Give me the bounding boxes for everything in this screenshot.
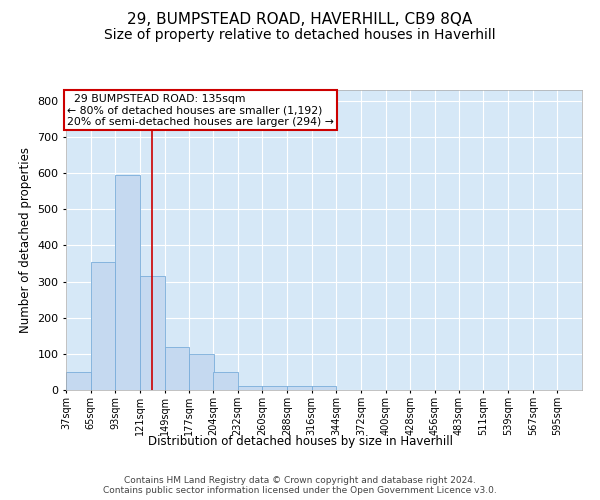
Bar — [287, 386, 311, 390]
Bar — [140, 276, 164, 390]
Bar — [262, 386, 287, 390]
Bar — [238, 386, 262, 390]
Text: Distribution of detached houses by size in Haverhill: Distribution of detached houses by size … — [148, 435, 452, 448]
Bar — [189, 354, 214, 390]
Y-axis label: Number of detached properties: Number of detached properties — [19, 147, 32, 333]
Text: Size of property relative to detached houses in Haverhill: Size of property relative to detached ho… — [104, 28, 496, 42]
Bar — [311, 386, 337, 390]
Text: 29, BUMPSTEAD ROAD, HAVERHILL, CB9 8QA: 29, BUMPSTEAD ROAD, HAVERHILL, CB9 8QA — [127, 12, 473, 28]
Bar — [115, 175, 140, 390]
Bar — [164, 346, 189, 390]
Bar — [213, 372, 238, 390]
Bar — [91, 262, 115, 390]
Text: Contains HM Land Registry data © Crown copyright and database right 2024.
Contai: Contains HM Land Registry data © Crown c… — [103, 476, 497, 495]
Text: 29 BUMPSTEAD ROAD: 135sqm
← 80% of detached houses are smaller (1,192)
20% of se: 29 BUMPSTEAD ROAD: 135sqm ← 80% of detac… — [67, 94, 334, 127]
Bar — [66, 372, 91, 390]
